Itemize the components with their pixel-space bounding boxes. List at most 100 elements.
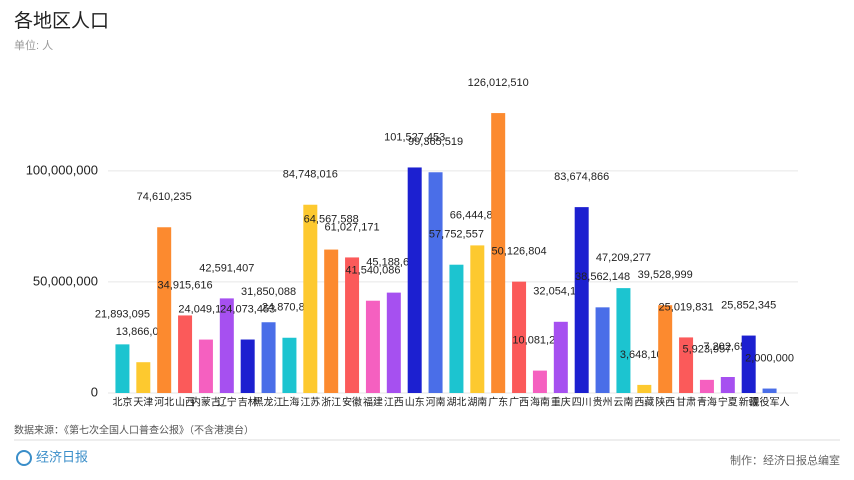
bar [324,249,339,393]
bar [512,281,527,393]
chart-title: 各地区人口 [14,10,109,32]
x-tick-label: 北京 [112,396,132,409]
bar [219,298,234,393]
logo-icon [16,450,32,466]
bar [282,337,297,393]
bar [261,322,276,393]
source: 数据来源：《第七次全国人口普查公报》（不含港澳台） [14,424,254,437]
bar [428,172,443,393]
value-label: 25,019,831 [659,301,714,313]
value-label: 25,852,345 [721,299,776,311]
value-label: 3,648,100 [620,349,669,361]
bar [365,300,380,393]
value-label: 13,866,009 [116,326,171,338]
x-tick-label: 青海 [697,396,717,409]
bar [679,337,694,393]
x-tick-label: 山西 [175,397,195,409]
value-label: 32,054,159 [533,286,588,298]
x-tick-label: 黑龙江 [254,396,284,409]
value-label: 24,073,453 [220,303,275,315]
bar [136,362,151,393]
value-label: 38,562,148 [575,271,630,283]
value-label: 101,527,453 [384,131,445,143]
bar [115,344,130,393]
bar [407,167,422,393]
bar [491,113,506,394]
value-label: 45,188,635 [366,257,421,269]
value-label: 24,049,155 [178,303,233,315]
x-tick-label: 湖北 [446,397,466,409]
value-label: 31,850,088 [241,286,296,298]
credit: 制作：经济日报总编室 [730,453,840,467]
x-tick-label: 山东 [405,396,425,409]
x-tick-label: 广西 [509,397,529,409]
chart-subtitle: 单位: 人 [14,38,53,52]
bar [240,339,255,393]
x-tick-label: 现役军人 [750,396,790,409]
bar [699,379,714,393]
bar [198,339,213,393]
value-label: 2,000,000 [745,352,794,364]
value-label: 50,126,804 [492,246,547,258]
bar [762,388,777,393]
value-label: 24,870,895 [262,302,317,314]
bar [532,370,547,393]
logo: 经济日报 [36,449,88,464]
bar [386,292,401,393]
x-tick-label: 上海 [279,396,299,409]
value-label: 64,567,588 [304,213,359,225]
value-label: 21,893,095 [95,308,150,320]
bar [303,204,318,393]
x-tick-label: 浙江 [321,397,341,409]
x-tick-label: 海南 [530,396,550,409]
value-label: 99,365,519 [408,136,463,148]
value-label: 61,027,171 [325,221,380,233]
y-tick-label: 50,000,000 [33,273,98,288]
value-label: 83,674,866 [554,171,609,183]
value-label: 42,591,407 [199,262,254,274]
value-label: 126,012,510 [468,77,529,89]
x-tick-label: 新疆 [739,396,759,409]
x-tick-label: 四川 [572,398,592,409]
x-tick-label: 江苏 [300,396,320,409]
x-tick-label: 广东 [488,396,508,409]
value-label: 39,528,999 [638,269,693,281]
x-tick-label: 云南 [613,396,633,409]
x-tick-label: 内蒙古 [191,396,221,409]
bar [553,321,568,393]
value-label: 10,081,232 [512,335,567,347]
bar [658,305,673,393]
bar [720,376,735,393]
x-tick-label: 湖南 [467,396,487,409]
x-tick-label: 河北 [154,397,174,409]
value-label: 47,209,277 [596,252,651,264]
bar [616,288,631,393]
value-label: 7,202,654 [703,341,752,353]
bar [178,315,193,393]
x-tick-label: 河南 [426,396,446,409]
value-label: 34,915,616 [158,279,213,291]
value-label: 74,610,235 [137,191,192,203]
x-tick-label: 天津 [133,397,153,409]
bar [574,207,589,393]
x-tick-label: 陕西 [655,396,675,409]
x-tick-label: 西藏 [634,397,654,409]
x-tick-label: 吉林 [238,396,258,409]
value-label: 84,748,016 [283,169,338,181]
bar [741,335,756,393]
bar [637,384,652,393]
bar [595,307,610,393]
x-tick-label: 贵州 [593,396,613,409]
x-tick-label: 安徽 [342,396,362,409]
x-tick-label: 福建 [363,396,383,409]
x-tick-label: 辽宁 [217,396,237,409]
bar [157,227,172,393]
x-tick-label: 甘肃 [676,396,696,409]
x-tick-label: 重庆 [551,396,571,409]
x-tick-label: 江西 [384,397,404,409]
value-label: 41,540,086 [345,265,400,277]
value-label: 57,752,557 [429,229,484,241]
bar [470,245,485,393]
y-tick-label: 0 [91,384,98,399]
